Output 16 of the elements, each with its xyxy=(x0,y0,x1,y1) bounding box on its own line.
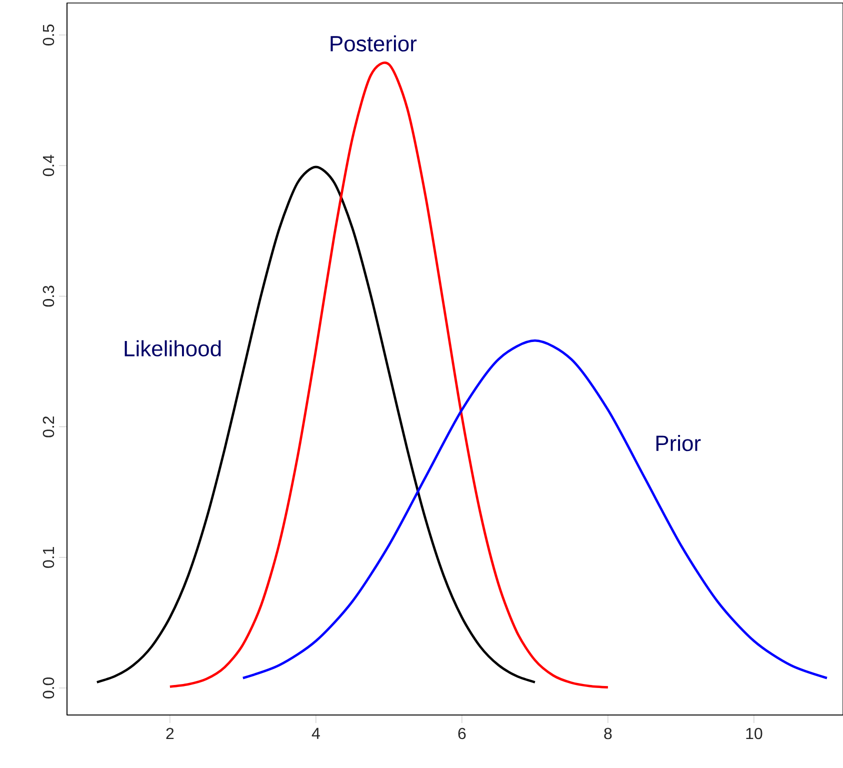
x-tick-label: 6 xyxy=(458,728,466,740)
series-label: Prior xyxy=(656,434,701,452)
x-tick-label: 10 xyxy=(746,728,762,740)
series-label: Likelihood xyxy=(124,340,221,356)
series-label: Posterior xyxy=(330,35,417,52)
line-series xyxy=(96,166,536,684)
x-tick-label: 4 xyxy=(312,728,320,739)
y-tick-label: 0.0 xyxy=(42,677,54,698)
x-tick-label: 8 xyxy=(604,728,612,740)
line-series xyxy=(242,339,828,680)
y-tick-label: 0.3 xyxy=(42,286,54,307)
y-tick-label: 0.5 xyxy=(42,24,54,46)
x-tick-label: 2 xyxy=(166,728,174,740)
y-tick-label: 0.1 xyxy=(42,547,54,568)
y-tick-label: 0.2 xyxy=(42,416,54,438)
y-tick-label: 0.4 xyxy=(42,154,54,176)
